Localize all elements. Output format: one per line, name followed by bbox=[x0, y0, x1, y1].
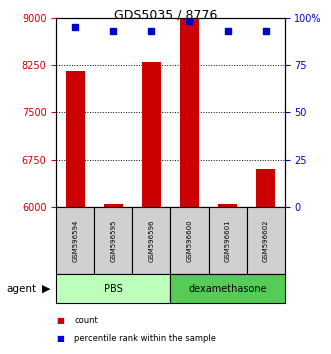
Bar bbox=[180, 18, 199, 207]
Bar bbox=[142, 62, 161, 207]
Bar bbox=[218, 204, 237, 207]
Text: GSM596600: GSM596600 bbox=[186, 219, 193, 262]
Bar bbox=[104, 204, 123, 207]
Text: ■: ■ bbox=[56, 316, 64, 325]
Bar bbox=[170, 274, 285, 303]
Text: count: count bbox=[74, 316, 98, 325]
Bar bbox=[209, 207, 247, 274]
Text: GDS5035 / 8776: GDS5035 / 8776 bbox=[114, 9, 217, 22]
Text: ▶: ▶ bbox=[42, 284, 51, 293]
Bar bbox=[56, 207, 94, 274]
Text: agent: agent bbox=[7, 284, 37, 293]
Bar bbox=[66, 72, 85, 207]
Text: GSM596594: GSM596594 bbox=[72, 219, 78, 262]
Bar bbox=[94, 207, 132, 274]
Text: PBS: PBS bbox=[104, 284, 123, 293]
Bar bbox=[56, 274, 170, 303]
Text: dexamethasone: dexamethasone bbox=[188, 284, 267, 293]
Bar bbox=[256, 169, 275, 207]
Text: percentile rank within the sample: percentile rank within the sample bbox=[74, 333, 216, 343]
Text: GSM596595: GSM596595 bbox=[110, 219, 117, 262]
Bar bbox=[170, 207, 209, 274]
Text: GSM596596: GSM596596 bbox=[148, 219, 155, 262]
Bar bbox=[247, 207, 285, 274]
Text: GSM596601: GSM596601 bbox=[224, 219, 231, 262]
Bar bbox=[132, 207, 170, 274]
Text: ■: ■ bbox=[56, 333, 64, 343]
Text: GSM596602: GSM596602 bbox=[262, 219, 269, 262]
